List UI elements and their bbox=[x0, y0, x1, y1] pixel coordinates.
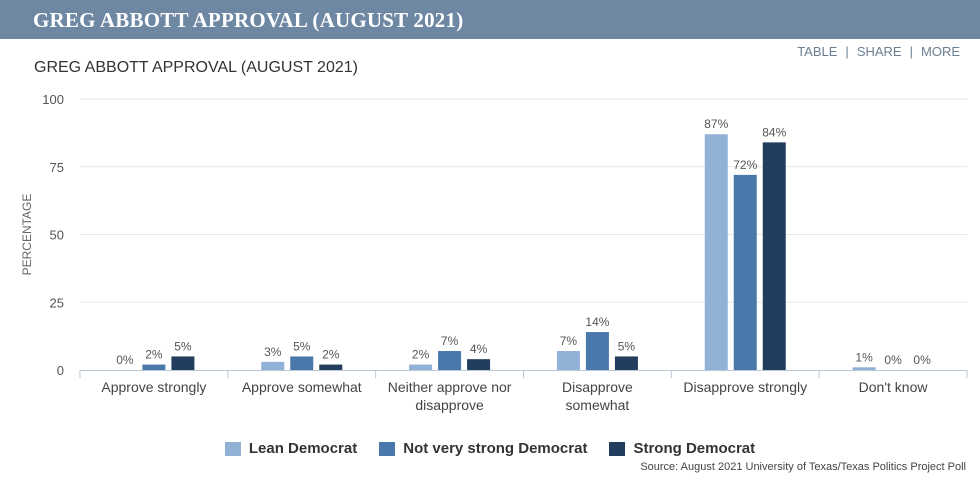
data-label: 1% bbox=[855, 350, 873, 364]
data-label: 0% bbox=[913, 353, 931, 367]
x-tick-label: Approve strongly bbox=[101, 379, 206, 395]
data-label: 7% bbox=[560, 334, 578, 348]
legend-swatch bbox=[609, 441, 626, 456]
data-label: 5% bbox=[618, 339, 636, 353]
legend-item[interactable]: Lean Democrat bbox=[224, 440, 358, 457]
y-tick-label: 50 bbox=[50, 228, 64, 243]
y-tick-label: 100 bbox=[42, 92, 64, 107]
x-tick-label: Don't know bbox=[859, 379, 929, 395]
legend-item[interactable]: Strong Democrat bbox=[609, 440, 755, 457]
legend-item[interactable]: Not very strong Democrat bbox=[379, 440, 587, 457]
source-note: Source: August 2021 University of Texas/… bbox=[640, 461, 966, 473]
bar bbox=[704, 134, 728, 370]
toolbar-divider: | bbox=[909, 44, 913, 59]
bar bbox=[261, 361, 285, 370]
bar bbox=[438, 351, 462, 370]
y-tick-label: 75 bbox=[50, 160, 64, 175]
bar bbox=[733, 174, 757, 370]
legend-label: Strong Democrat bbox=[633, 440, 756, 457]
chart-legend: Lean Democrat Not very strong Democrat Str… bbox=[0, 440, 980, 457]
chart-title: GREG ABBOTT APPROVAL (AUGUST 2021) bbox=[34, 59, 358, 76]
legend-label: Lean Democrat bbox=[248, 440, 358, 457]
legend-swatch bbox=[379, 441, 396, 456]
x-tick-label: Disapprove strongly bbox=[683, 379, 807, 395]
data-label: 7% bbox=[441, 334, 459, 348]
x-tick-label: Approve somewhat bbox=[242, 379, 362, 395]
data-label: 2% bbox=[145, 348, 163, 362]
x-tick-label: somewhat bbox=[566, 397, 630, 413]
banner-title: GREG ABBOTT APPROVAL (AUGUST 2021) bbox=[33, 8, 464, 32]
data-label: 5% bbox=[174, 339, 192, 353]
data-label: 3% bbox=[264, 345, 282, 359]
data-label: 2% bbox=[412, 348, 430, 362]
bar-chart: 0 25 50 75 100 PERCENTAGE 0% 2% 5% Approve strong… bbox=[20, 92, 968, 413]
bar bbox=[467, 359, 491, 370]
chart-toolbar: TABLE | SHARE | MORE bbox=[789, 44, 968, 59]
page-banner: GREG ABBOTT APPROVAL (AUGUST 2021) bbox=[0, 0, 980, 39]
x-tick-label: Disapprove bbox=[562, 379, 633, 395]
y-axis-title: PERCENTAGE bbox=[20, 194, 34, 276]
data-label: 72% bbox=[733, 158, 757, 172]
x-tick-label: disapprove bbox=[415, 397, 484, 413]
more-link[interactable]: MORE bbox=[921, 44, 960, 59]
bar bbox=[585, 332, 609, 370]
data-label: 4% bbox=[470, 342, 488, 356]
data-label: 2% bbox=[322, 348, 340, 362]
data-label: 14% bbox=[585, 315, 609, 329]
data-label: 0% bbox=[116, 353, 134, 367]
data-label: 5% bbox=[293, 339, 311, 353]
legend-swatch bbox=[224, 441, 241, 456]
bar bbox=[852, 367, 876, 370]
y-tick-label: 25 bbox=[50, 295, 64, 310]
legend-label: Not very strong Democrat bbox=[403, 440, 588, 457]
data-label: 87% bbox=[704, 117, 728, 131]
bar bbox=[171, 356, 195, 370]
bar bbox=[290, 356, 314, 370]
data-label: 0% bbox=[884, 353, 902, 367]
x-tick-label: Neither approve nor bbox=[388, 379, 512, 395]
bar bbox=[556, 351, 580, 370]
bar bbox=[614, 356, 638, 370]
bar bbox=[142, 364, 166, 370]
bar bbox=[762, 142, 786, 370]
share-link[interactable]: SHARE bbox=[856, 44, 902, 59]
bar bbox=[409, 364, 433, 370]
toolbar-divider: | bbox=[845, 44, 849, 59]
y-tick-label: 0 bbox=[57, 363, 64, 378]
data-label: 84% bbox=[762, 125, 786, 139]
bar bbox=[319, 364, 343, 370]
table-link[interactable]: TABLE bbox=[797, 44, 838, 59]
